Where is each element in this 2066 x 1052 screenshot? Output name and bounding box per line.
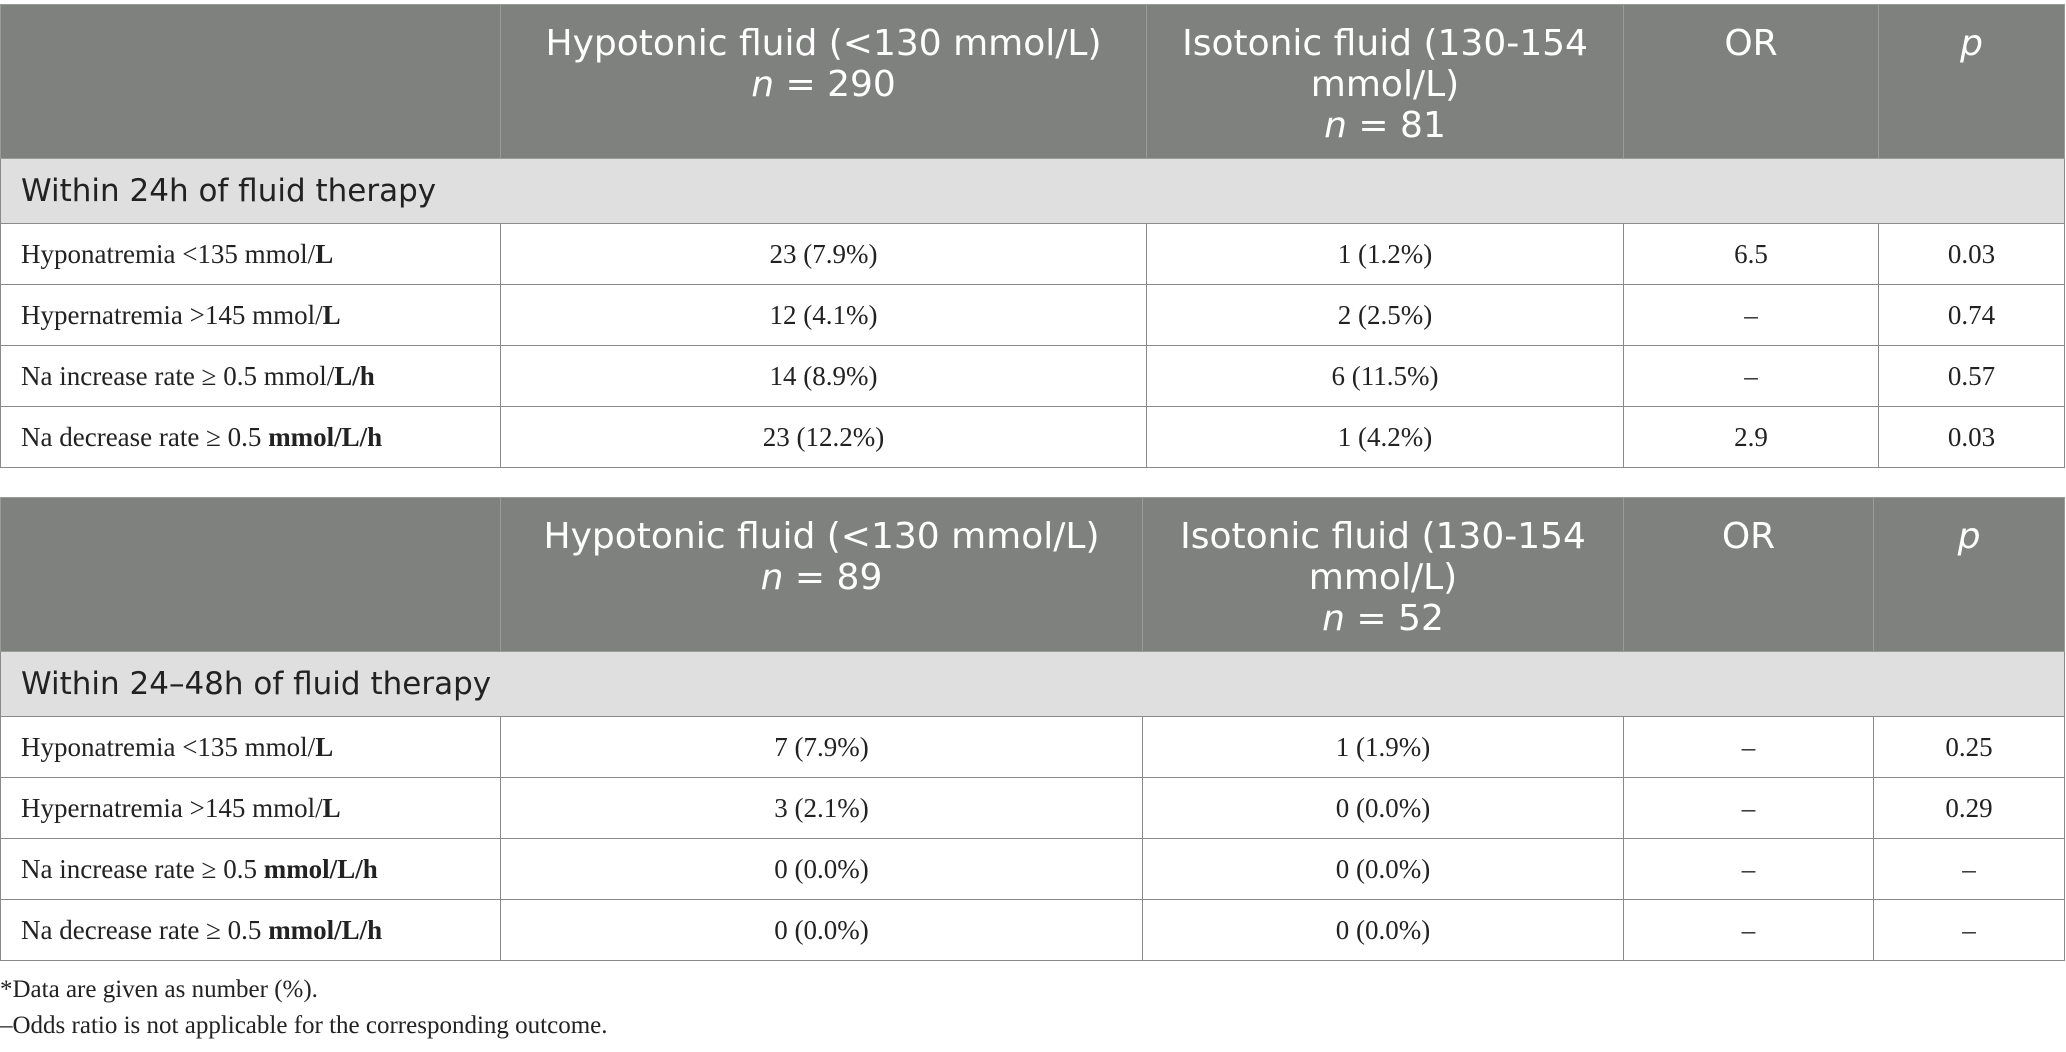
header-isotonic-label: Isotonic fluid (130-154 mmol/L)	[1180, 516, 1586, 598]
cell-p: 0.03	[1878, 223, 2065, 285]
cell-isotonic: 1 (4.2%)	[1146, 406, 1624, 468]
row-label: Na increase rate ≥ 0.5 mmol/L/h	[0, 838, 501, 900]
table-24h: Hypotonic fluid (<130 mmol/L) n = 290 Is…	[0, 4, 2065, 468]
table-row: Hyponatremia <135 mmol/L 23 (7.9%) 1 (1.…	[0, 223, 2065, 285]
header-isotonic: Isotonic fluid (130-154 mmol/L) n = 52	[1142, 497, 1624, 652]
cell-hypotonic: 3 (2.1%)	[500, 777, 1143, 839]
table-header-row: Hypotonic fluid (<130 mmol/L) n = 290 Is…	[0, 4, 2065, 159]
cell-hypotonic: 14 (8.9%)	[500, 345, 1147, 407]
cell-isotonic: 0 (0.0%)	[1142, 777, 1624, 839]
section-title: Within 24h of fluid therapy	[0, 158, 2065, 224]
cell-p: 0.25	[1873, 716, 2065, 778]
header-hypotonic-label: Hypotonic fluid (<130 mmol/L)	[545, 23, 1102, 64]
cell-isotonic: 0 (0.0%)	[1142, 899, 1624, 961]
cell-or: –	[1623, 777, 1874, 839]
cell-or: –	[1623, 284, 1879, 346]
table-row: Hypernatremia >145 mmol/L 3 (2.1%) 0 (0.…	[0, 777, 2065, 839]
row-label: Hyponatremia <135 mmol/L	[0, 716, 501, 778]
row-label: Hypernatremia >145 mmol/L	[0, 777, 501, 839]
cell-or: 6.5	[1623, 223, 1879, 285]
table-row: Na decrease rate ≥ 0.5 mmol/L/h 23 (12.2…	[0, 406, 2065, 468]
row-label: Na increase rate ≥ 0.5 mmol/L/h	[0, 345, 501, 407]
cell-isotonic: 2 (2.5%)	[1146, 284, 1624, 346]
cell-p: –	[1873, 838, 2065, 900]
footnote-data-format: *Data are given as number (%).	[0, 976, 318, 1003]
header-or: OR	[1623, 4, 1879, 159]
cell-hypotonic: 7 (7.9%)	[500, 716, 1143, 778]
row-label: Na decrease rate ≥ 0.5 mmol/L/h	[0, 406, 501, 468]
table-row: Na decrease rate ≥ 0.5 mmol/L/h 0 (0.0%)…	[0, 899, 2065, 961]
header-isotonic: Isotonic fluid (130-154 mmol/L) n = 81	[1146, 4, 1624, 159]
cell-or: –	[1623, 838, 1874, 900]
header-empty-cell	[0, 497, 501, 652]
cell-isotonic: 1 (1.9%)	[1142, 716, 1624, 778]
section-row: Within 24–48h of fluid therapy	[0, 651, 2065, 717]
cell-p: 0.74	[1878, 284, 2065, 346]
table-24-48h: Hypotonic fluid (<130 mmol/L) n = 89 Iso…	[0, 497, 2065, 961]
footnote-odds-ratio: –Odds ratio is not applicable for the co…	[0, 1012, 608, 1039]
cell-or: –	[1623, 345, 1879, 407]
table-header-row: Hypotonic fluid (<130 mmol/L) n = 89 Iso…	[0, 497, 2065, 652]
header-hypotonic: Hypotonic fluid (<130 mmol/L) n = 89	[500, 497, 1143, 652]
section-row: Within 24h of fluid therapy	[0, 158, 2065, 224]
cell-isotonic: 0 (0.0%)	[1142, 838, 1624, 900]
header-isotonic-n: n = 52	[1322, 598, 1444, 639]
cell-p: 0.03	[1878, 406, 2065, 468]
header-hypotonic-label: Hypotonic fluid (<130 mmol/L)	[543, 516, 1100, 557]
cell-or: –	[1623, 716, 1874, 778]
row-label: Hypernatremia >145 mmol/L	[0, 284, 501, 346]
cell-hypotonic: 12 (4.1%)	[500, 284, 1147, 346]
table-row: Na increase rate ≥ 0.5 mmol/L/h 0 (0.0%)…	[0, 838, 2065, 900]
table-row: Na increase rate ≥ 0.5 mmol/L/h 14 (8.9%…	[0, 345, 2065, 407]
cell-or: 2.9	[1623, 406, 1879, 468]
row-label: Hyponatremia <135 mmol/L	[0, 223, 501, 285]
cell-p: 0.57	[1878, 345, 2065, 407]
header-isotonic-n: n = 81	[1324, 105, 1446, 146]
header-p: p	[1878, 4, 2065, 159]
header-p: p	[1873, 497, 2065, 652]
cell-p: –	[1873, 899, 2065, 961]
cell-hypotonic: 0 (0.0%)	[500, 899, 1143, 961]
cell-hypotonic: 0 (0.0%)	[500, 838, 1143, 900]
header-isotonic-label: Isotonic fluid (130-154 mmol/L)	[1182, 23, 1588, 105]
header-hypotonic: Hypotonic fluid (<130 mmol/L) n = 290	[500, 4, 1147, 159]
header-hypotonic-n: n = 89	[760, 557, 883, 598]
cell-isotonic: 6 (11.5%)	[1146, 345, 1624, 407]
section-title: Within 24–48h of fluid therapy	[0, 651, 2065, 717]
cell-p: 0.29	[1873, 777, 2065, 839]
cell-hypotonic: 23 (7.9%)	[500, 223, 1147, 285]
header-or: OR	[1623, 497, 1874, 652]
table-row: Hyponatremia <135 mmol/L 7 (7.9%) 1 (1.9…	[0, 716, 2065, 778]
table-row: Hypernatremia >145 mmol/L 12 (4.1%) 2 (2…	[0, 284, 2065, 346]
cell-isotonic: 1 (1.2%)	[1146, 223, 1624, 285]
header-empty-cell	[0, 4, 501, 159]
row-label: Na decrease rate ≥ 0.5 mmol/L/h	[0, 899, 501, 961]
cell-or: –	[1623, 899, 1874, 961]
header-hypotonic-n: n = 290	[751, 64, 896, 105]
cell-hypotonic: 23 (12.2%)	[500, 406, 1147, 468]
